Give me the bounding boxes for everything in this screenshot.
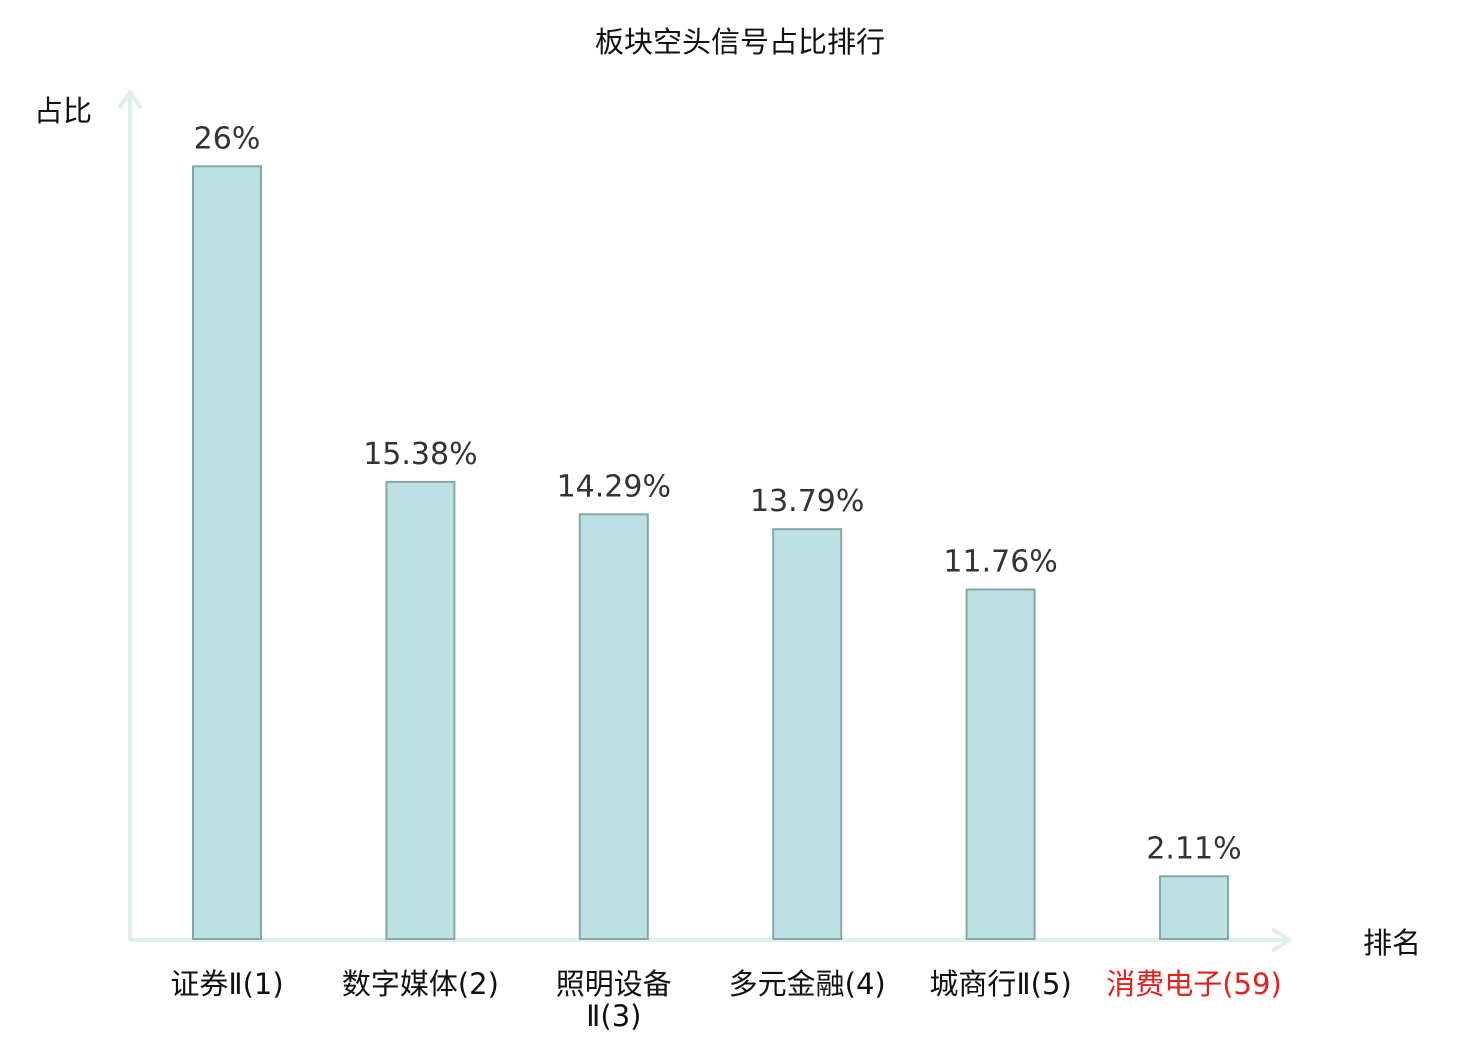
y-axis-arrowhead	[117, 88, 143, 110]
x-tick-label: 照明设备 Ⅱ(3)	[556, 967, 672, 1033]
bar	[1159, 875, 1229, 940]
x-tick-label-line: 照明设备	[556, 967, 672, 1001]
category-labels: 证券Ⅱ(1) 数字媒体(2) 照明设备 Ⅱ(3) 多元金融(4) 城商行Ⅱ(5) 消费电子(…	[170, 967, 1281, 1033]
x-tick-label: 证券Ⅱ(1)	[170, 967, 283, 1001]
x-tick-label: 城商行Ⅱ(5)	[929, 967, 1071, 1001]
x-tick-label: 多元金融(4)	[729, 967, 886, 1001]
x-axis-arrowhead	[1270, 927, 1293, 953]
chart-title: 板块空头信号占比排行	[595, 25, 885, 59]
bar-value-label: 26%	[194, 121, 261, 156]
value-labels: 26% 15.38% 14.29% 13.79% 11.76% 2.11%	[194, 121, 1242, 866]
x-tick-label: 数字媒体(2)	[342, 967, 499, 1001]
bar	[578, 513, 649, 940]
bars	[192, 165, 1229, 941]
x-tick-label: 消费电子(59)	[1106, 967, 1282, 1001]
bar	[192, 165, 262, 941]
x-axis-label: 排名	[1363, 926, 1421, 960]
x-axis	[130, 927, 1293, 953]
x-tick-label-line: Ⅱ(3)	[586, 999, 641, 1033]
bar-value-label: 14.29%	[557, 469, 671, 504]
bar-value-label: 15.38%	[363, 437, 477, 472]
y-axis-label: 占比	[34, 94, 92, 128]
bar-value-label: 2.11%	[1146, 831, 1241, 866]
y-axis	[117, 88, 143, 940]
bar	[772, 528, 843, 940]
bar	[385, 480, 456, 940]
bar-value-label: 11.76%	[943, 545, 1057, 580]
bar-value-label: 13.79%	[750, 484, 864, 519]
bar	[965, 588, 1036, 940]
